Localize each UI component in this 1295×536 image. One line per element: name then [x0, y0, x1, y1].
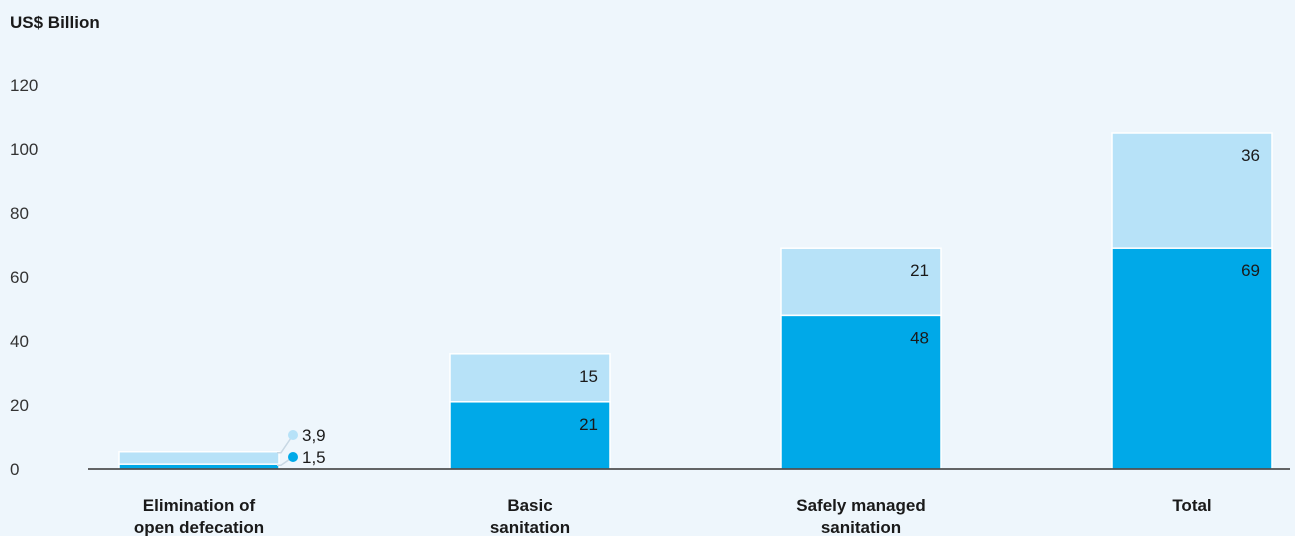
y-tick-label: 80	[10, 204, 29, 223]
y-axis-ticks: 0 20 40 60 80 100 120	[10, 76, 38, 479]
y-tick-label: 100	[10, 140, 38, 159]
category-label: Elimination of	[143, 496, 256, 515]
y-tick-label: 60	[10, 268, 29, 287]
category-label: sanitation	[821, 518, 901, 536]
value-label-light: 21	[910, 261, 929, 280]
bar-segment-light	[118, 450, 280, 465]
y-tick-label: 0	[10, 460, 19, 479]
category-label: Basic	[507, 496, 552, 515]
category-label: sanitation	[490, 518, 570, 536]
callout-dot-dark	[288, 452, 298, 462]
category-label: Total	[1172, 496, 1211, 515]
callout-dot-light	[288, 430, 298, 440]
value-label-dark: 1,5	[302, 448, 326, 467]
y-tick-label: 120	[10, 76, 38, 95]
callout-leader-light	[277, 434, 294, 454]
bar-segment-dark	[1111, 247, 1273, 470]
value-label-light: 3,9	[302, 426, 326, 445]
value-label-dark: 48	[910, 328, 929, 347]
bar-segment-light	[780, 247, 942, 317]
bars	[118, 132, 1273, 470]
y-tick-label: 40	[10, 332, 29, 351]
value-label-dark: 21	[579, 415, 598, 434]
bar-segment-light	[1111, 132, 1273, 249]
category-labels: Elimination of open defecation Basic sanita…	[134, 496, 1212, 536]
value-label-light: 15	[579, 367, 598, 386]
bar-segment-dark	[449, 401, 611, 470]
value-label-light: 36	[1241, 146, 1260, 165]
category-label: open defecation	[134, 518, 264, 536]
y-axis-unit-label: US$ Billion	[10, 13, 100, 32]
value-labels: 3,9 1,5 15 21 21 48 36 69	[277, 146, 1260, 467]
y-tick-label: 20	[10, 396, 29, 415]
category-label: Safely managed	[796, 496, 925, 515]
bar-segment-light	[449, 353, 611, 403]
value-label-dark: 69	[1241, 261, 1260, 280]
